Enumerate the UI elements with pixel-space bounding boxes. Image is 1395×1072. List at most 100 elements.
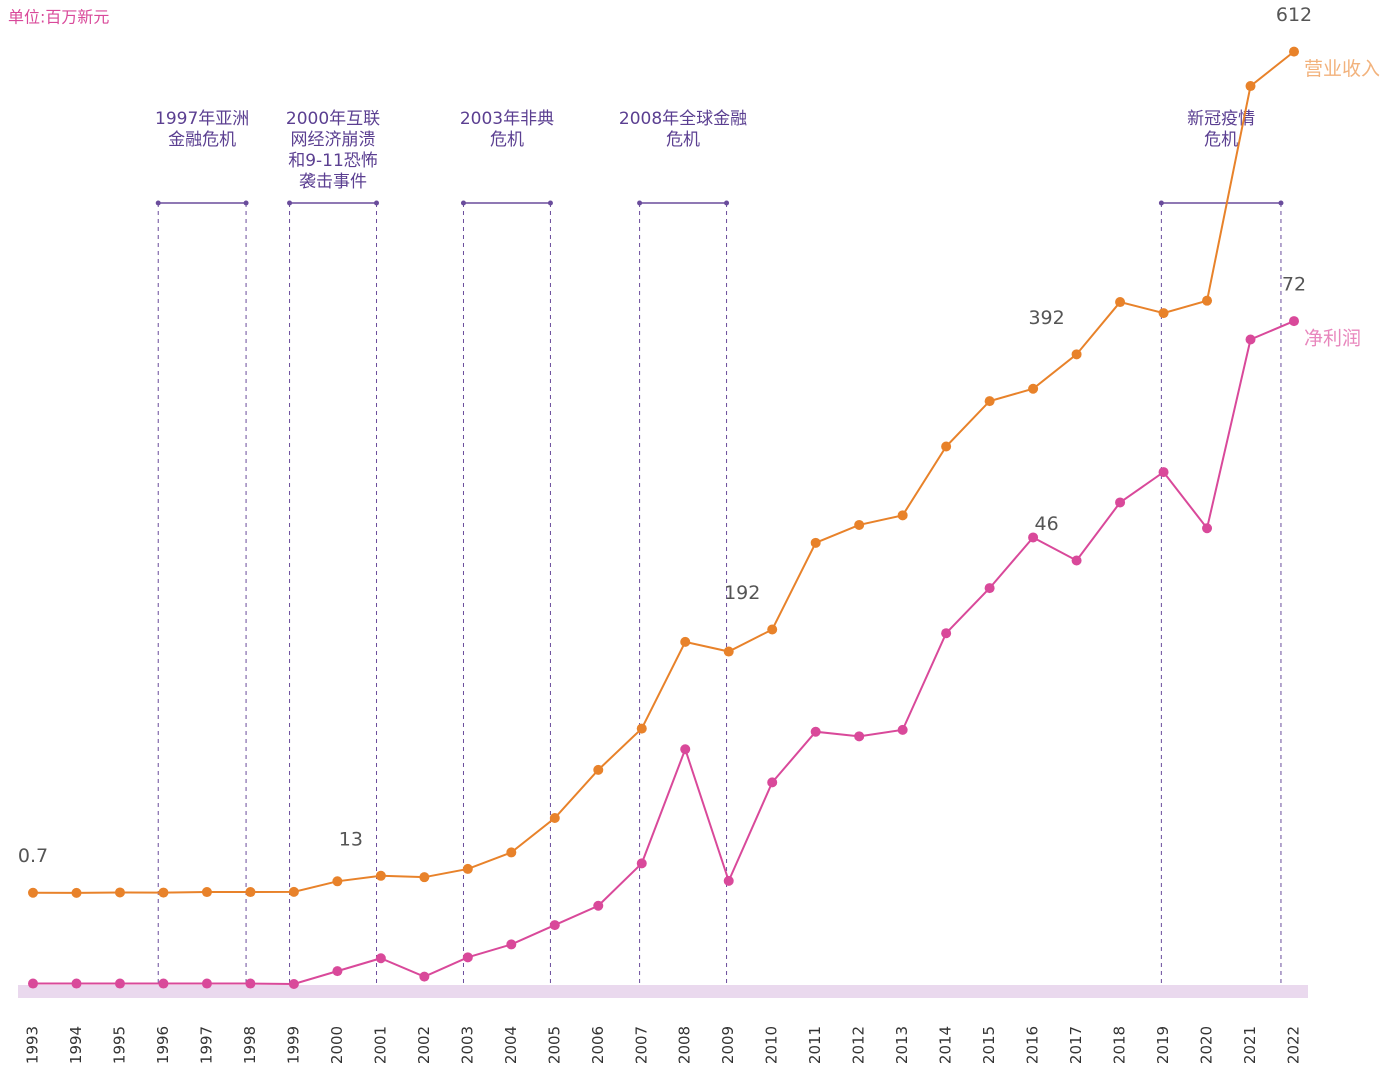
data-label: 13 bbox=[339, 828, 363, 850]
x-tick-label: 1998 bbox=[241, 1026, 259, 1064]
point bbox=[810, 726, 821, 737]
point bbox=[680, 636, 691, 647]
x-tick-label: 2005 bbox=[545, 1026, 563, 1064]
point bbox=[1071, 555, 1082, 566]
point bbox=[941, 628, 952, 639]
event-label: 和9-11恐怖 bbox=[288, 151, 378, 171]
point bbox=[767, 624, 778, 635]
legend-label: 营业收入 bbox=[1304, 58, 1380, 80]
x-tick-label: 1995 bbox=[110, 1026, 128, 1064]
x-tick-label: 2008 bbox=[676, 1026, 694, 1064]
point bbox=[462, 863, 473, 874]
point bbox=[636, 723, 647, 734]
point bbox=[680, 744, 691, 755]
point bbox=[114, 978, 125, 989]
point bbox=[1202, 295, 1213, 306]
point bbox=[941, 441, 952, 452]
unit-label: 单位:百万新元 bbox=[8, 8, 109, 27]
x-tick-label: 2000 bbox=[328, 1026, 346, 1064]
point bbox=[288, 886, 299, 897]
x-tick-label: 2016 bbox=[1024, 1026, 1042, 1064]
point bbox=[854, 519, 865, 530]
point bbox=[114, 887, 125, 898]
point bbox=[28, 978, 38, 989]
point bbox=[158, 978, 169, 989]
point bbox=[1028, 383, 1039, 394]
point bbox=[984, 583, 995, 594]
x-tick-label: 2014 bbox=[937, 1026, 955, 1064]
x-tick-label: 2003 bbox=[458, 1026, 476, 1064]
point bbox=[158, 887, 169, 898]
x-tick-label: 1994 bbox=[67, 1026, 85, 1064]
x-tick-label: 2013 bbox=[893, 1026, 911, 1064]
point bbox=[332, 966, 343, 977]
point bbox=[419, 872, 430, 883]
baseline-band bbox=[18, 985, 1308, 998]
event-label: 2000年互联 bbox=[286, 109, 380, 129]
data-label: 0.7 bbox=[18, 845, 48, 867]
event-label: 危机 bbox=[666, 130, 700, 150]
point bbox=[1158, 467, 1169, 478]
point bbox=[201, 887, 212, 898]
x-tick-label: 2012 bbox=[850, 1026, 868, 1064]
x-tick-label: 1996 bbox=[154, 1026, 172, 1064]
x-tick-label: 1993 bbox=[24, 1026, 42, 1064]
data-label: 392 bbox=[1028, 307, 1064, 329]
point bbox=[375, 870, 386, 881]
point bbox=[1289, 316, 1299, 327]
point bbox=[506, 847, 517, 858]
event-label: 危机 bbox=[1204, 130, 1238, 150]
legend-label: 净利润 bbox=[1304, 328, 1361, 350]
x-tick-label: 2007 bbox=[632, 1026, 650, 1064]
point bbox=[984, 396, 995, 407]
point bbox=[419, 971, 430, 982]
point bbox=[1289, 46, 1299, 57]
event-label: 2003年非典 bbox=[460, 109, 554, 129]
x-tick-label: 2020 bbox=[1198, 1026, 1216, 1064]
data-label: 192 bbox=[724, 582, 760, 604]
event-label: 2008年全球金融 bbox=[619, 109, 747, 129]
point bbox=[854, 731, 865, 742]
point bbox=[1028, 532, 1039, 543]
point bbox=[593, 764, 604, 775]
point bbox=[1115, 297, 1126, 308]
event-label: 网经济崩溃 bbox=[291, 130, 376, 150]
point bbox=[593, 900, 604, 911]
point bbox=[897, 724, 908, 735]
point bbox=[897, 510, 908, 521]
point bbox=[1202, 523, 1213, 534]
point bbox=[1115, 497, 1126, 508]
series-line bbox=[32, 50, 1295, 894]
point bbox=[375, 953, 386, 964]
x-tick-label: 2018 bbox=[1111, 1026, 1129, 1064]
event-label: 危机 bbox=[490, 130, 524, 150]
point bbox=[1071, 349, 1082, 360]
x-tick-label: 2011 bbox=[806, 1026, 824, 1064]
point bbox=[767, 777, 778, 788]
x-tick-label: 2004 bbox=[502, 1026, 520, 1064]
x-tick-label: 1997 bbox=[197, 1026, 215, 1064]
data-label: 612 bbox=[1276, 4, 1312, 26]
event-label: 袭击事件 bbox=[299, 172, 367, 192]
point bbox=[71, 978, 82, 989]
event-label: 1997年亚洲 bbox=[155, 109, 249, 129]
point bbox=[636, 858, 647, 869]
point bbox=[201, 978, 212, 989]
data-label: 46 bbox=[1034, 513, 1058, 535]
series-line bbox=[33, 320, 1295, 986]
x-tick-label: 2019 bbox=[1154, 1026, 1172, 1064]
x-tick-label: 2009 bbox=[719, 1026, 737, 1064]
point bbox=[245, 978, 256, 989]
point bbox=[723, 646, 734, 657]
x-tick-label: 1999 bbox=[284, 1026, 302, 1064]
event-label: 金融危机 bbox=[168, 130, 236, 150]
point bbox=[332, 876, 343, 887]
point bbox=[549, 920, 560, 931]
x-tick-label: 2015 bbox=[980, 1026, 998, 1064]
x-tick-label: 2001 bbox=[371, 1026, 389, 1064]
x-tick-label: 2022 bbox=[1285, 1026, 1303, 1064]
point bbox=[245, 887, 256, 898]
point bbox=[1158, 308, 1169, 319]
point bbox=[810, 537, 821, 548]
